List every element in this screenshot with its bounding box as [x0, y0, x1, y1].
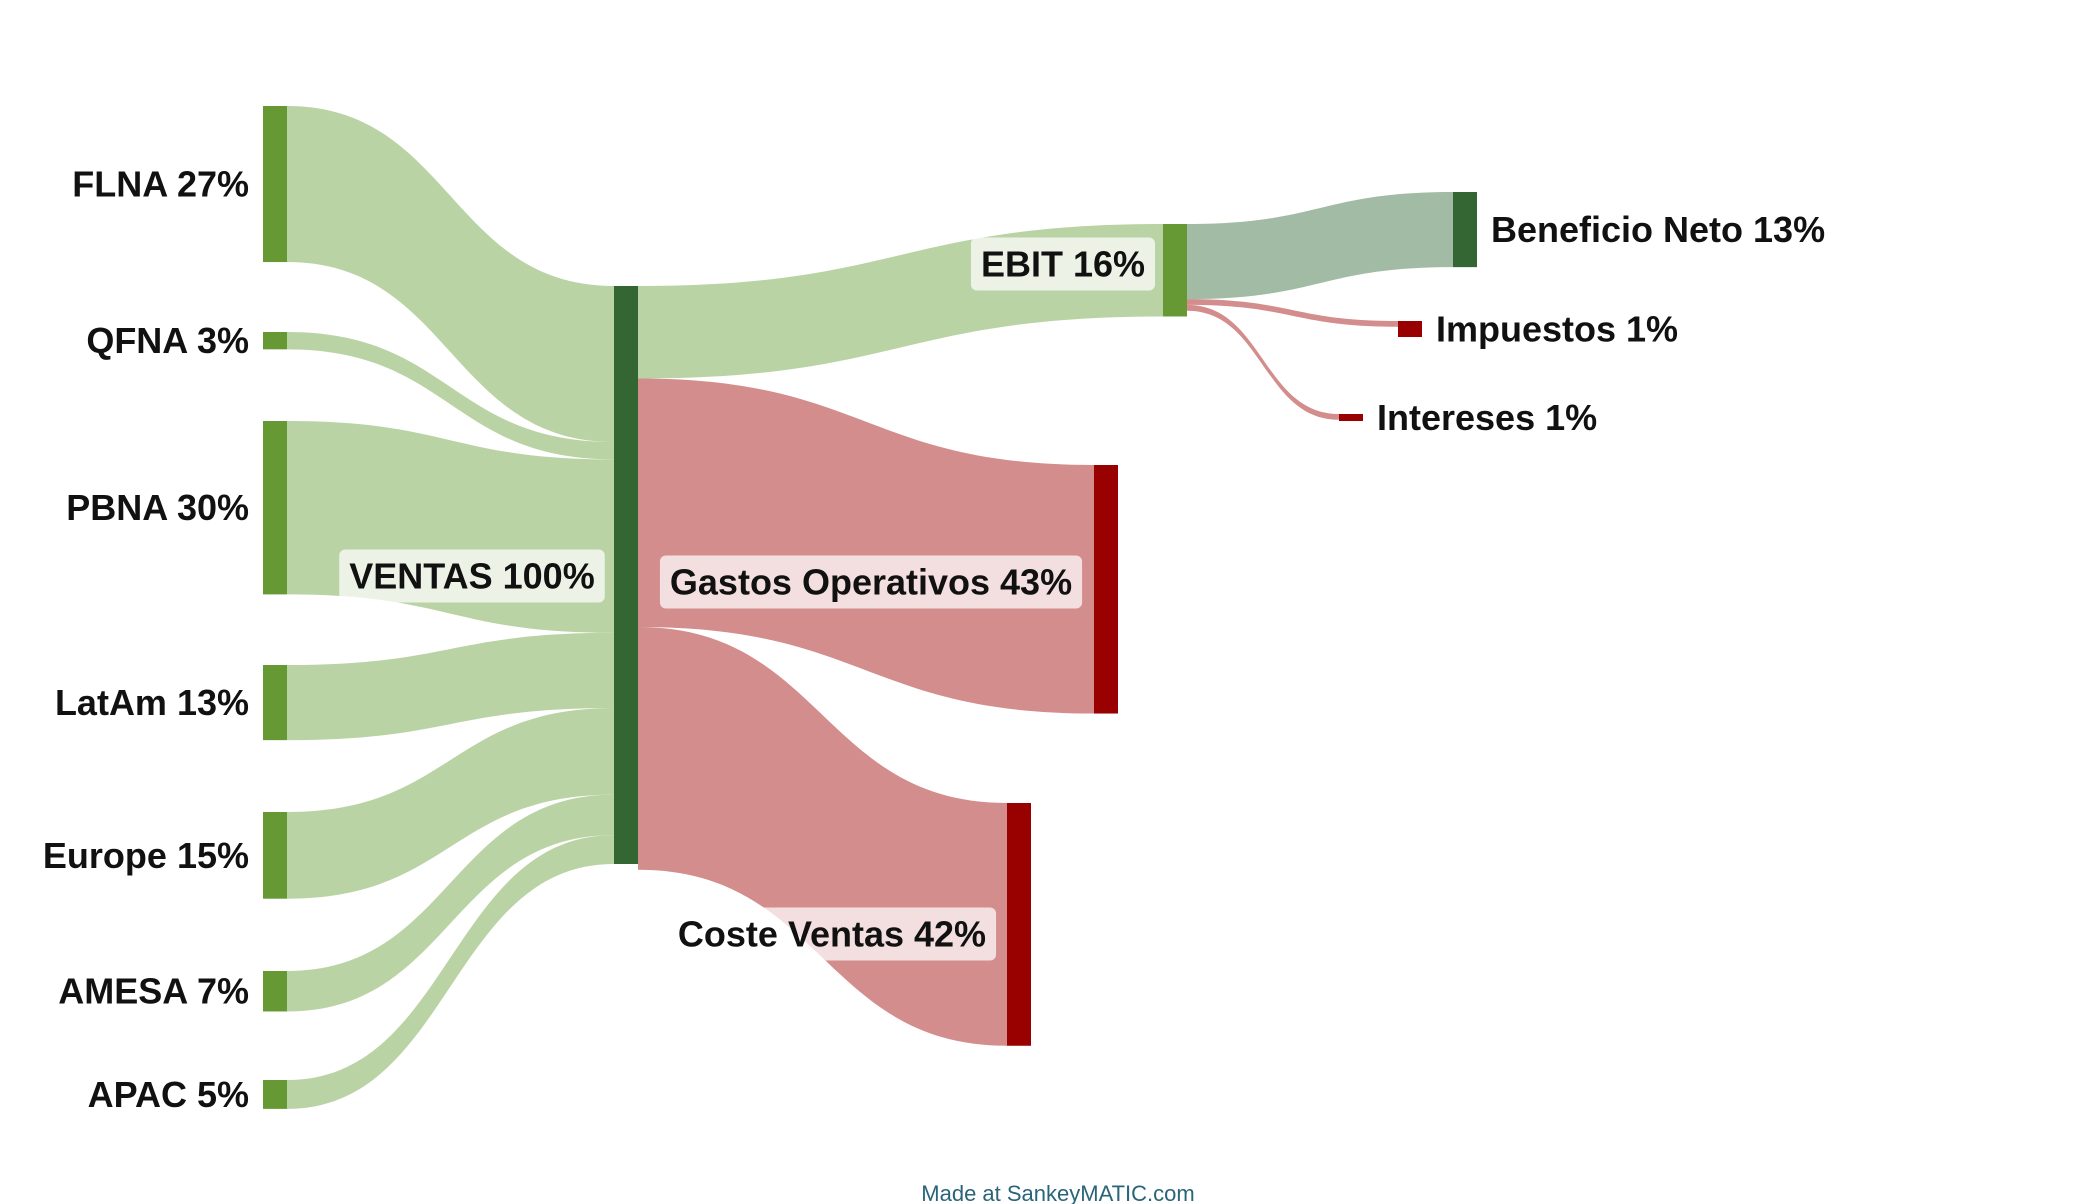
label-amesa: AMESA 7% — [58, 971, 249, 1012]
label-ebit: EBIT 16% — [981, 244, 1145, 285]
node-ebit — [1163, 224, 1187, 317]
flow-qfna-to-ventas — [287, 332, 614, 460]
node-gastos — [1094, 465, 1118, 714]
label-pbna: PBNA 30% — [66, 487, 249, 528]
label-ventas: VENTAS 100% — [349, 556, 594, 597]
label-beneficio: Beneficio Neto 13% — [1491, 209, 1825, 250]
label-qfna: QFNA 3% — [86, 320, 249, 361]
node-qfna — [263, 332, 287, 350]
node-pbna — [263, 421, 287, 595]
node-impuestos — [1398, 321, 1422, 337]
node-apac — [263, 1080, 287, 1109]
flow-ventas-to-gastos — [638, 378, 1094, 714]
label-coste: Coste Ventas 42% — [678, 914, 986, 955]
label-box-ebit — [970, 237, 1156, 291]
node-europe — [263, 812, 287, 899]
node-coste — [1007, 803, 1031, 1046]
label-gastos: Gastos Operativos 43% — [670, 562, 1072, 603]
label-impuestos: Impuestos 1% — [1436, 309, 1678, 350]
node-flna — [263, 106, 287, 263]
label-apac: APAC 5% — [88, 1074, 249, 1115]
node-ventas — [614, 286, 638, 864]
flow-amesa-to-ventas — [287, 794, 614, 1012]
flow-flna-to-ventas — [287, 106, 614, 443]
flow-ebit-to-impuestos — [1187, 299, 1398, 327]
flow-apac-to-ventas — [287, 835, 614, 1109]
flow-ebit-to-intereses — [1187, 304, 1339, 420]
label-box-ventas — [339, 549, 605, 603]
flow-ebit-to-beneficio — [1187, 192, 1453, 300]
node-beneficio — [1453, 192, 1477, 268]
sankeymatic-credit[interactable]: Made at SankeyMATIC.com — [921, 1181, 1194, 1204]
label-box-gastos — [659, 555, 1083, 609]
label-layer: FLNA 27% QFNA 3% PBNA 30% LatAm 13% Europe 1… — [43, 164, 1825, 1115]
node-amesa — [263, 971, 287, 1012]
flow-latam-to-ventas — [287, 632, 614, 741]
label-latam: LatAm 13% — [55, 682, 249, 723]
label-intereses: Intereses 1% — [1377, 397, 1597, 438]
node-intereses — [1339, 414, 1363, 421]
label-flna: FLNA 27% — [72, 164, 249, 205]
label-box-coste — [667, 907, 997, 961]
node-layer — [263, 106, 1477, 1109]
flow-europe-to-ventas — [287, 707, 614, 899]
label-europe: Europe 15% — [43, 835, 249, 876]
node-latam — [263, 665, 287, 741]
